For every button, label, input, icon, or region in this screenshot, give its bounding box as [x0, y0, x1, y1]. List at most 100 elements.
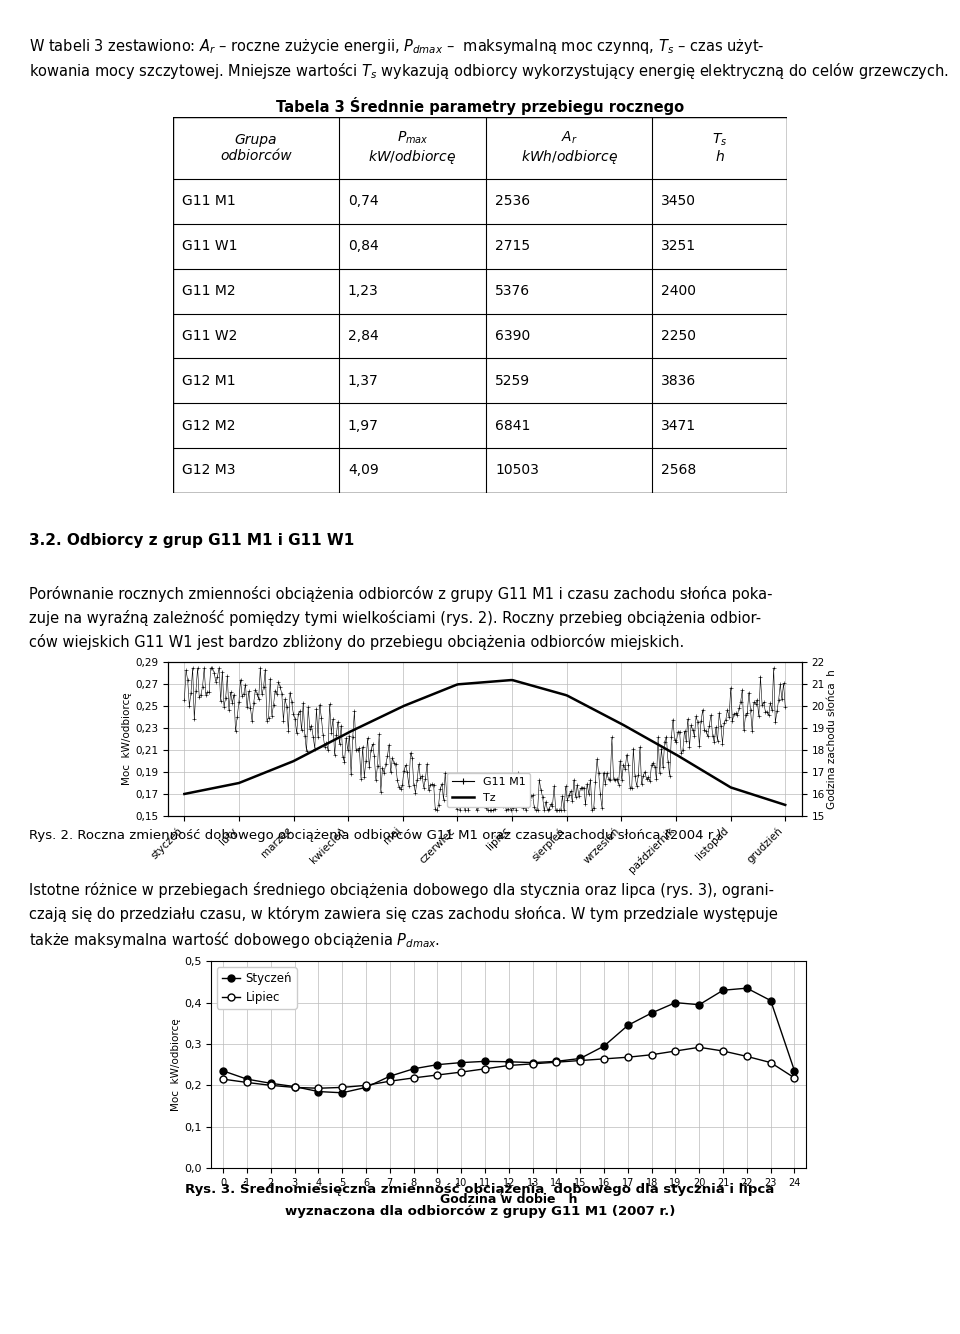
- Text: 1,97: 1,97: [348, 419, 379, 432]
- Lipiec: [384, 1074, 396, 1090]
- Styczeń: [646, 1005, 658, 1021]
- G11 M1: [307, 728, 319, 744]
- Text: 2715: 2715: [495, 239, 531, 253]
- G11 M1: [431, 802, 443, 818]
- Y-axis label: Moc  kW/odbiorcę: Moc kW/odbiorcę: [122, 692, 132, 786]
- Tz: [305, 744, 317, 760]
- Text: $A_r$
$kWh/odbiorcę$: $A_r$ $kWh/odbiorcę$: [520, 129, 617, 167]
- Lipiec: [646, 1047, 658, 1063]
- Lipiec: [455, 1065, 467, 1081]
- Lipiec: [765, 1055, 777, 1071]
- Styczeń: [598, 1038, 610, 1054]
- Styczeń: [693, 996, 705, 1013]
- Text: zuje na wyraźną zależność pomiędzy tymi wielkościami (rys. 2). Roczny przebieg o: zuje na wyraźną zależność pomiędzy tymi …: [29, 610, 761, 626]
- G11 M1: [697, 702, 708, 718]
- Text: Rys. 2. Roczna zmienność dobowego obciążenia odbiorców G11 M1 oraz czasu zachodu: Rys. 2. Roczna zmienność dobowego obciąż…: [29, 830, 721, 842]
- Text: czają się do przedziału czasu, w którym zawiera się czas zachodu słońca. W tym p: czają się do przedziału czasu, w którym …: [29, 906, 778, 922]
- Styczeń: [289, 1079, 300, 1095]
- G11 M1: [346, 767, 357, 783]
- Line: G11 M1: G11 M1: [182, 666, 787, 812]
- Text: G11 W2: G11 W2: [182, 329, 237, 343]
- Line: Tz: Tz: [184, 680, 785, 804]
- Styczeń: [265, 1075, 276, 1091]
- Y-axis label: Moc  kW/odbiorcę: Moc kW/odbiorcę: [171, 1018, 181, 1111]
- Styczeń: [384, 1069, 396, 1085]
- Tz: [753, 788, 764, 804]
- Styczeń: [622, 1018, 634, 1034]
- Lipiec: [336, 1079, 348, 1095]
- Text: 6390: 6390: [495, 329, 531, 343]
- Text: 3450: 3450: [661, 195, 696, 208]
- Tz: [179, 786, 190, 802]
- Text: G11 W1: G11 W1: [182, 239, 237, 253]
- Legend: Styczeń, Lipiec: Styczeń, Lipiec: [217, 967, 297, 1009]
- Lipiec: [670, 1043, 682, 1059]
- Lipiec: [479, 1061, 491, 1077]
- Lipiec: [313, 1081, 324, 1097]
- Styczeń: [336, 1085, 348, 1101]
- Styczeń: [551, 1054, 563, 1070]
- Text: Grupa
odbiorców: Grupa odbiorców: [220, 132, 292, 163]
- Text: $P_{max}$
$kW/odbiorcę$: $P_{max}$ $kW/odbiorcę$: [369, 129, 457, 167]
- Styczeń: [408, 1061, 420, 1077]
- Tz: [506, 672, 517, 688]
- Styczeń: [503, 1054, 515, 1070]
- Styczeń: [217, 1063, 228, 1079]
- Text: W tabeli 3 zestawiono: $A_r$ – roczne zużycie energii, $P_{dmax}$ –  maksymalną : W tabeli 3 zestawiono: $A_r$ – roczne zu…: [29, 37, 764, 56]
- Tz: [344, 724, 355, 740]
- Text: Istotne różnice w przebiegach średniego obciążenia dobowego dla stycznia oraz li: Istotne różnice w przebiegach średniego …: [29, 882, 774, 898]
- Lipiec: [574, 1053, 586, 1069]
- Text: 10503: 10503: [495, 463, 540, 478]
- Text: 2400: 2400: [661, 284, 696, 297]
- Text: G11 M2: G11 M2: [182, 284, 235, 297]
- Text: 2,84: 2,84: [348, 329, 378, 343]
- Styczeń: [432, 1057, 444, 1073]
- Text: kowania mocy szczytowej. Mniejsze wartości $T_s$ wykazują odbiorcy wykorzystując: kowania mocy szczytowej. Mniejsze wartoś…: [29, 61, 948, 81]
- G11 M1: [423, 782, 435, 798]
- Text: G12 M2: G12 M2: [182, 419, 235, 432]
- Text: 1,37: 1,37: [348, 374, 378, 388]
- Text: Porównanie rocznych zmienności obciążenia odbiorców z grupy G11 M1 i czasu zacho: Porównanie rocznych zmienności obciążeni…: [29, 586, 772, 602]
- Text: 6841: 6841: [495, 419, 531, 432]
- G11 M1: [755, 668, 766, 684]
- X-axis label: Godzina w dobie   h: Godzina w dobie h: [440, 1194, 578, 1206]
- Text: 0,74: 0,74: [348, 195, 378, 208]
- Text: 3471: 3471: [661, 419, 696, 432]
- Lipiec: [360, 1078, 372, 1094]
- Lipiec: [741, 1049, 753, 1065]
- Styczeń: [670, 995, 682, 1011]
- Tz: [421, 688, 433, 704]
- G11 M1: [420, 771, 431, 787]
- Text: 5259: 5259: [495, 374, 531, 388]
- Styczeń: [479, 1054, 491, 1070]
- Styczeń: [527, 1055, 539, 1071]
- G11 M1: [187, 660, 199, 676]
- Lipiec: [622, 1050, 634, 1066]
- Text: 3251: 3251: [661, 239, 696, 253]
- Lipiec: [241, 1074, 252, 1090]
- Lipiec: [432, 1067, 444, 1083]
- Text: G12 M1: G12 M1: [182, 374, 235, 388]
- Text: Rys. 3. Średnomiesięczna zmienność obciążenia  dobowego dla stycznia i lipca: Rys. 3. Średnomiesięczna zmienność obcią…: [185, 1182, 775, 1197]
- Text: 2568: 2568: [661, 463, 697, 478]
- Line: Lipiec: Lipiec: [220, 1043, 798, 1091]
- Text: G11 M1: G11 M1: [182, 195, 236, 208]
- Lipiec: [217, 1071, 228, 1087]
- Styczeń: [455, 1055, 467, 1071]
- Text: 4,09: 4,09: [348, 463, 378, 478]
- Text: 2536: 2536: [495, 195, 531, 208]
- Styczeń: [574, 1050, 586, 1066]
- Text: wyznaczona dla odbiorców z grupy G11 M1 (2007 r.): wyznaczona dla odbiorców z grupy G11 M1 …: [285, 1206, 675, 1218]
- G11 M1: [780, 699, 791, 715]
- Text: także maksymalna wartość dobowego obciążenia $P_{dmax}$.: także maksymalna wartość dobowego obciąż…: [29, 930, 440, 950]
- Lipiec: [265, 1078, 276, 1094]
- Lipiec: [789, 1070, 801, 1086]
- Lipiec: [551, 1054, 563, 1070]
- Text: ców wiejskich G11 W1 jest bardzo zbliżony do przebiegu obciążenia odbiorców miej: ców wiejskich G11 W1 jest bardzo zbliżon…: [29, 634, 684, 650]
- Lipiec: [693, 1039, 705, 1055]
- Text: Tabela 3 Średnnie parametry przebiegu rocznego: Tabela 3 Średnnie parametry przebiegu ro…: [276, 97, 684, 115]
- Styczeń: [241, 1071, 252, 1087]
- Lipiec: [598, 1051, 610, 1067]
- Lipiec: [717, 1043, 729, 1059]
- Styczeń: [789, 1063, 801, 1079]
